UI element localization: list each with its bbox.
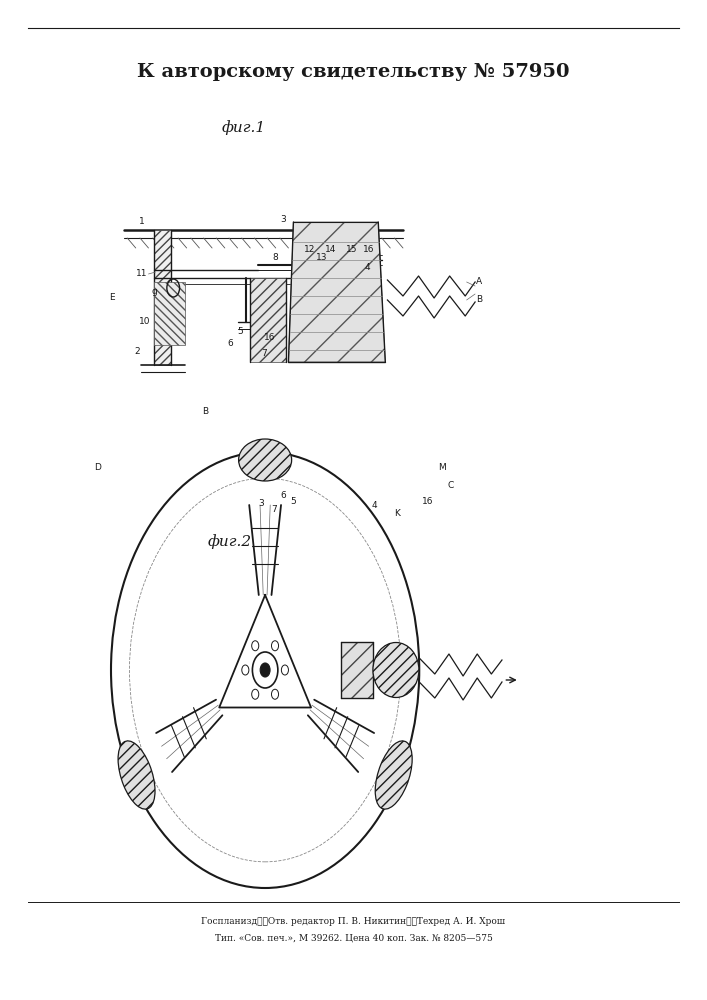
Text: A: A (477, 277, 482, 286)
Ellipse shape (238, 439, 291, 481)
Text: 16: 16 (363, 245, 375, 254)
Ellipse shape (375, 741, 412, 809)
Text: 16: 16 (264, 332, 276, 342)
Text: 1: 1 (139, 218, 144, 227)
Text: 3: 3 (280, 215, 286, 224)
Text: 5: 5 (290, 497, 296, 506)
Text: K: K (395, 510, 400, 518)
Text: 2: 2 (134, 348, 140, 357)
Text: 16: 16 (422, 497, 433, 506)
Text: 4: 4 (365, 263, 370, 272)
Circle shape (260, 663, 270, 677)
Text: B: B (477, 296, 482, 304)
Text: 7: 7 (261, 350, 267, 359)
Polygon shape (250, 278, 286, 362)
Text: M: M (438, 462, 445, 472)
Text: 7: 7 (271, 506, 277, 514)
Ellipse shape (118, 741, 155, 809)
Text: B: B (202, 408, 208, 416)
Text: 3: 3 (259, 499, 264, 508)
Text: 10: 10 (139, 318, 151, 326)
Text: К авторскому свидетельству № 57950: К авторскому свидетельству № 57950 (137, 63, 570, 81)
Text: 11: 11 (136, 269, 147, 278)
Text: E: E (109, 294, 115, 302)
Polygon shape (341, 642, 373, 698)
Text: 13: 13 (316, 253, 327, 262)
Polygon shape (288, 222, 385, 362)
Text: 4: 4 (372, 500, 378, 510)
Text: 8: 8 (273, 253, 279, 262)
Text: 5: 5 (237, 328, 243, 336)
Text: Тип. «Сов. печ.», М 39262. Цена 40 коп. Зак. № 8205—575: Тип. «Сов. печ.», М 39262. Цена 40 коп. … (214, 934, 493, 942)
Text: 6: 6 (280, 490, 286, 499)
Text: 14: 14 (325, 245, 337, 254)
Polygon shape (154, 282, 185, 345)
Text: Госпланизд		Отв. редактор П. В. Никитин		Техред А. И. Хрош: Госпланизд Отв. редактор П. В. Никитин Т… (201, 918, 506, 926)
Text: D: D (94, 464, 101, 473)
Text: C: C (448, 481, 454, 489)
Text: фиг.1: фиг.1 (222, 121, 266, 135)
Ellipse shape (373, 643, 419, 698)
Text: фиг.2: фиг.2 (208, 535, 252, 549)
Text: 15: 15 (346, 245, 358, 254)
Text: 12: 12 (304, 245, 315, 254)
Polygon shape (154, 230, 171, 365)
Text: 6: 6 (228, 338, 233, 348)
Text: g: g (151, 288, 157, 296)
